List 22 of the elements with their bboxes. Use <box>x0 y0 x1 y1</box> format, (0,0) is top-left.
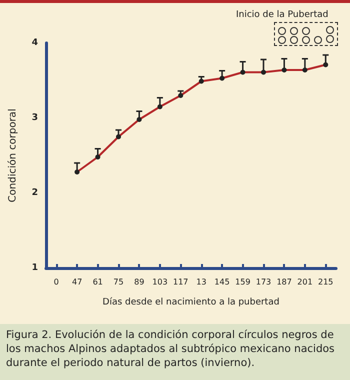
x-tick-label: 173 <box>256 278 272 286</box>
x-tick-label: 215 <box>318 278 334 286</box>
y-axis-title: Condición corporal <box>8 108 18 202</box>
x-tick-label: 159 <box>235 278 250 286</box>
x-tick-label: 0 <box>54 278 59 286</box>
y-tick-label: 4 <box>32 38 38 48</box>
y-tick-label: 3 <box>32 113 38 123</box>
x-tick-label: 47 <box>72 278 82 286</box>
x-tick-label: 61 <box>92 278 103 286</box>
text: Inicio de la Pubertad <box>236 10 328 20</box>
x-tick-label: 187 <box>276 278 292 286</box>
y-tick-label: 1 <box>32 263 38 273</box>
x-tick-label: 103 <box>152 278 168 286</box>
x-tick-label: 89 <box>134 278 144 286</box>
x-axis-title: Días desde el nacimiento a la pubertad <box>102 296 280 308</box>
x-tick-label: 117 <box>173 278 188 286</box>
x-tick-label: 13 <box>196 278 206 286</box>
x-tick-label: 75 <box>113 278 124 286</box>
text: Figura 2. Evolución de la condición corporal círculos negros de los machos Alpinos adaptados al subtrópico mexicano nacidos durante el periodo natural de partos (invierno). <box>0 324 350 380</box>
x-tick-label: 145 <box>214 278 230 286</box>
y-tick-label: 2 <box>32 188 38 198</box>
x-tick-label: 201 <box>297 278 313 286</box>
